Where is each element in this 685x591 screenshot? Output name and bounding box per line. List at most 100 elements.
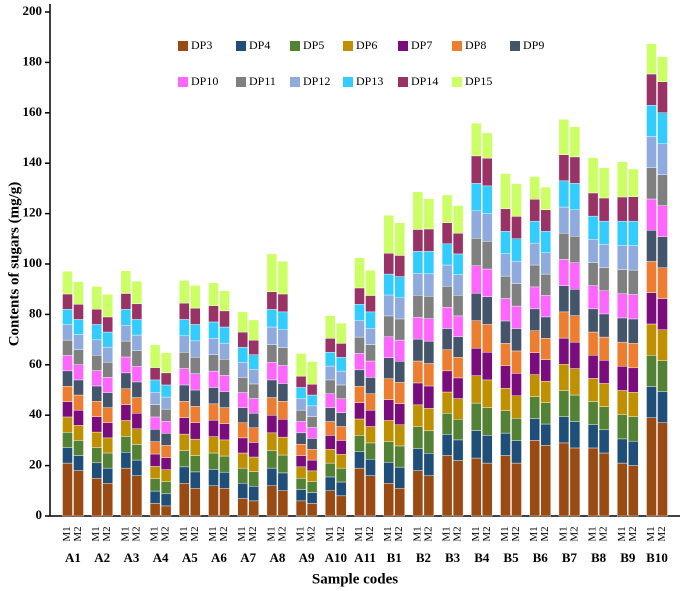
bar-segment xyxy=(598,406,610,431)
bar-segment xyxy=(208,452,219,470)
bar-segment xyxy=(657,236,668,268)
bar-segment xyxy=(587,401,599,425)
bar-segment xyxy=(306,470,318,482)
bar-segment xyxy=(120,309,132,326)
bar-segment xyxy=(160,469,172,482)
bar-segment xyxy=(160,445,172,458)
bar-segment xyxy=(482,407,493,436)
x-tick-label: M1 xyxy=(645,526,657,541)
bar-segment xyxy=(131,366,143,383)
bar-segment xyxy=(587,285,599,310)
bar-segment xyxy=(452,336,464,358)
bar-segment xyxy=(306,361,318,385)
bar-segment xyxy=(471,265,482,294)
bar-segment xyxy=(471,122,482,157)
bar-segment xyxy=(325,490,336,517)
bar-segment xyxy=(587,239,599,263)
bar-segment xyxy=(412,338,424,362)
bar-segment xyxy=(120,270,132,294)
legend-label: DP12 xyxy=(303,74,330,88)
bar-segment xyxy=(179,352,190,369)
bar-segment xyxy=(423,340,435,364)
bar-segment xyxy=(102,407,113,423)
bar-segment xyxy=(336,481,347,497)
x-tick-label: M2 xyxy=(306,526,318,541)
bar-segment xyxy=(354,418,365,436)
bar-segment xyxy=(208,403,219,421)
bar-segment xyxy=(190,422,201,440)
bar-segment xyxy=(102,422,113,439)
bar-segment xyxy=(412,295,424,318)
legend-label: DP15 xyxy=(465,74,492,88)
legend-swatch xyxy=(343,41,353,51)
bar-segment xyxy=(617,161,628,198)
bar-segment xyxy=(131,428,143,445)
bar-segment xyxy=(219,488,230,517)
x-tick-label: M1 xyxy=(587,526,599,541)
bar-segment xyxy=(617,196,628,222)
bar-segment xyxy=(248,471,259,487)
group-label: B7 xyxy=(562,550,578,565)
bar-segment xyxy=(471,238,482,266)
bar-segment xyxy=(365,360,376,378)
bar-segment xyxy=(423,198,435,230)
bar-segment xyxy=(540,423,551,446)
bar-segment xyxy=(529,352,540,375)
bar-segment xyxy=(266,253,278,292)
bar-segment xyxy=(62,462,73,517)
bar-segment xyxy=(149,429,161,442)
bar-segment xyxy=(248,486,259,502)
group-label: B1 xyxy=(387,550,402,565)
bar-segment xyxy=(131,444,143,461)
group-label: B3 xyxy=(445,550,461,565)
bar-segment xyxy=(277,261,289,295)
bar-segment xyxy=(500,275,511,299)
x-tick-label: M2 xyxy=(335,526,347,541)
bar-segment xyxy=(91,308,102,325)
bar-segment xyxy=(336,440,347,455)
bar-segment xyxy=(383,215,394,254)
x-tick-label: M1 xyxy=(149,526,161,541)
bar-segment xyxy=(91,370,102,387)
bar-segment xyxy=(73,319,84,335)
bar-segment xyxy=(266,291,278,310)
x-tick-label: M1 xyxy=(90,526,102,541)
bar-segment xyxy=(295,409,307,422)
bar-segment xyxy=(657,205,668,237)
bar-segment xyxy=(423,475,435,517)
bar-segment xyxy=(558,416,570,444)
bar-segment xyxy=(617,317,628,343)
bar-segment xyxy=(441,412,453,435)
bar-segment xyxy=(62,370,73,387)
bar-segment xyxy=(423,296,435,319)
bar-segment xyxy=(219,290,230,312)
bar-segment xyxy=(149,453,161,467)
bar-segment xyxy=(160,421,172,434)
bar-segment xyxy=(482,435,493,464)
bar-segment xyxy=(598,429,610,454)
bar-segment xyxy=(73,304,84,320)
bar-segment xyxy=(190,406,201,423)
bar-segment xyxy=(540,445,551,517)
x-tick-label: M2 xyxy=(452,526,464,541)
bar-segment xyxy=(190,357,201,374)
bar-segment xyxy=(336,495,347,517)
bar-segment xyxy=(598,244,610,268)
bar-segment xyxy=(149,466,161,479)
bar-segment xyxy=(423,228,435,252)
bar-segment xyxy=(277,383,289,402)
bar-segment xyxy=(471,347,482,376)
bar-segment xyxy=(120,467,132,517)
bar-segment xyxy=(219,471,230,489)
bar-segment xyxy=(558,233,570,260)
bar-segment xyxy=(569,315,581,343)
bar-segment xyxy=(160,433,172,446)
bar-segment xyxy=(529,330,540,353)
bar-segment xyxy=(208,436,219,454)
bar-segment xyxy=(336,426,347,441)
bar-segment xyxy=(190,455,201,473)
group-label: A3 xyxy=(123,550,139,565)
bar-segment xyxy=(540,316,551,339)
bar-segment xyxy=(394,382,405,404)
bar-segment xyxy=(657,298,668,330)
